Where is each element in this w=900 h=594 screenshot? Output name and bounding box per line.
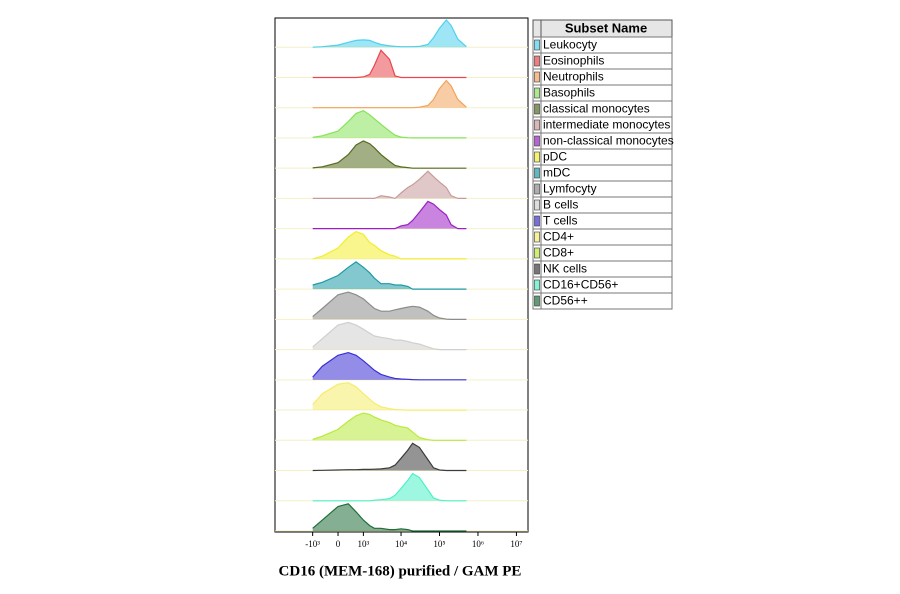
histogram-line (312, 472, 467, 502)
legend-swatch (534, 263, 540, 275)
legend-swatch (534, 279, 540, 291)
legend-label: B cells (543, 198, 578, 212)
area-fill (312, 231, 467, 259)
area-fill (312, 50, 467, 78)
histogram-line (312, 170, 467, 200)
legend-label: Basophils (543, 86, 595, 100)
legend-label: Leukocyty (543, 38, 597, 52)
histogram-line (312, 261, 467, 290)
histogram-line (312, 503, 467, 532)
area-fill (312, 503, 467, 531)
area-fill (312, 322, 467, 350)
legend-swatch (534, 183, 540, 195)
area-fill (312, 110, 467, 138)
x-tick-label: 10⁴ (395, 539, 407, 549)
legend-label: mDC (543, 166, 571, 180)
histogram-line (312, 110, 467, 139)
legend-title: Subset Name (565, 20, 647, 35)
legend-label: Lymfocyty (543, 182, 597, 196)
histogram-line (312, 49, 467, 79)
histogram-line (312, 79, 467, 109)
legend-swatch (534, 231, 540, 243)
legend-swatch (534, 167, 540, 179)
legend-label: Eosinophils (543, 54, 604, 68)
legend-row (532, 292, 673, 310)
area-fill (312, 382, 467, 411)
legend-swatch (534, 119, 540, 131)
legend-label: CD16+CD56+ (543, 278, 618, 292)
plot-frame (274, 17, 529, 533)
legend-label: CD4+ (543, 230, 574, 244)
area-fill (312, 201, 467, 229)
legend-label: pDC (543, 150, 567, 164)
legend-swatch (534, 71, 540, 83)
legend-swatch (534, 103, 540, 115)
x-tick-label: 10⁶ (472, 539, 484, 549)
legend-swatch (534, 215, 540, 227)
area-fill (312, 171, 467, 199)
legend-swatch (534, 135, 540, 147)
legend-swatch (534, 87, 540, 99)
histogram-line (312, 442, 467, 472)
histogram-line (312, 382, 467, 411)
legend-label: CD8+ (543, 246, 574, 260)
legend-swatch (534, 295, 540, 307)
histogram-line (312, 140, 467, 169)
legend-label: non-classical monocytes (543, 134, 674, 148)
area-fill (312, 413, 467, 441)
x-axis-label: CD16 (MEM-168) purified / GAM PE (279, 563, 522, 579)
legend-label: T cells (543, 214, 577, 228)
histogram-line (312, 412, 467, 441)
legend-label: CD56++ (543, 294, 588, 308)
x-tick-label: 10⁵ (433, 539, 445, 549)
x-tick-label: -10³ (305, 539, 320, 549)
area-fill (312, 352, 467, 380)
legend-label: Neutrophils (543, 70, 604, 84)
legend-swatch (534, 39, 540, 51)
histogram-line (312, 230, 467, 260)
legend-swatch (534, 55, 540, 67)
area-fill (312, 80, 467, 108)
area-fill (312, 261, 467, 290)
histogram-line (312, 200, 467, 230)
legend-label: NK cells (543, 262, 587, 276)
histogram-line (312, 291, 467, 320)
legend-label: intermediate monocytes (543, 118, 670, 132)
histogram-line (312, 351, 467, 381)
x-tick-label: 10⁷ (510, 539, 522, 549)
area-fill (312, 140, 467, 169)
legend-label: classical monocytes (543, 102, 650, 116)
histogram-line (312, 321, 467, 351)
area-fill (312, 473, 467, 501)
area-fill (312, 292, 467, 320)
legend-swatch (534, 247, 540, 259)
x-tick-label: 10³ (358, 539, 370, 549)
histogram-line (312, 19, 467, 48)
legend-swatch (534, 151, 540, 163)
x-tick-label: 0 (336, 539, 341, 549)
legend-swatch (534, 199, 540, 211)
area-fill (312, 20, 467, 48)
area-fill (312, 443, 467, 471)
